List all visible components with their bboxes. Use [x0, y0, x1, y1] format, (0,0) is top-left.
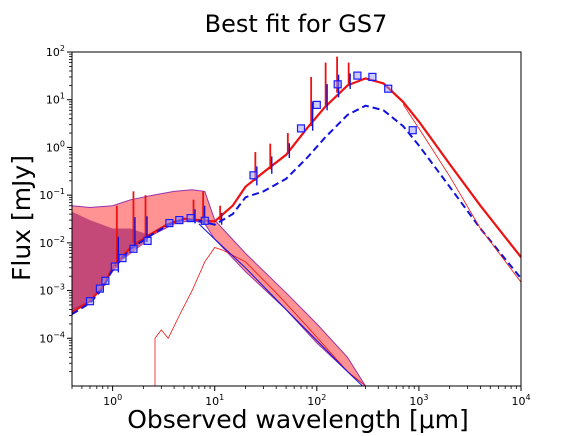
y-tick-label-6: 102 — [46, 44, 65, 59]
y-tick-label-4: 100 — [46, 139, 65, 154]
x-tick-label-2: 102 — [307, 393, 326, 408]
x-tick-label-3: 103 — [409, 393, 428, 408]
data-point-0 — [85, 297, 95, 306]
data-point-18 — [408, 126, 417, 135]
x-tick-label-1: 101 — [205, 393, 224, 408]
data-point-10 — [200, 216, 209, 225]
data-point-4 — [118, 254, 127, 263]
y-tick-label-3: 10−1 — [39, 187, 65, 202]
x-tick-label-4: 104 — [511, 393, 530, 408]
plot-frame — [71, 51, 522, 387]
data-point-13 — [312, 100, 321, 110]
x-tick-label-0: 100 — [103, 393, 122, 408]
data-point-8 — [175, 216, 184, 225]
series-line-1 — [72, 104, 521, 316]
data-point-6 — [143, 236, 152, 245]
data-point-3 — [110, 262, 119, 271]
y-tick-label-5: 101 — [46, 92, 65, 107]
data-point-14 — [333, 80, 342, 89]
data-point-17 — [384, 84, 393, 93]
x-axis-label: Observed wavelength [μm] — [127, 405, 469, 434]
y-tick-label-0: 10−4 — [39, 330, 65, 345]
y-axis-label: Flux [mJy] — [7, 155, 36, 281]
plot-area — [72, 56, 521, 386]
data-point-1 — [95, 284, 105, 293]
data-point-16 — [368, 72, 377, 82]
series-line-3 — [198, 223, 363, 386]
series-line-2 — [154, 247, 366, 386]
data-point-11 — [249, 171, 258, 180]
data-point-12 — [296, 124, 306, 133]
data-point-2 — [101, 276, 110, 285]
data-point-7 — [165, 219, 174, 228]
chart-title: Best fit for GS7 — [205, 10, 388, 38]
data-point-9 — [186, 214, 195, 223]
data-point-5 — [129, 244, 138, 253]
series-line-0 — [72, 77, 521, 314]
series-line-4 — [402, 104, 521, 283]
data-point-15 — [353, 71, 362, 80]
y-tick-label-1: 10−3 — [39, 283, 65, 298]
stellar-band-inner — [72, 211, 148, 313]
y-tick-label-2: 10−2 — [39, 235, 65, 250]
